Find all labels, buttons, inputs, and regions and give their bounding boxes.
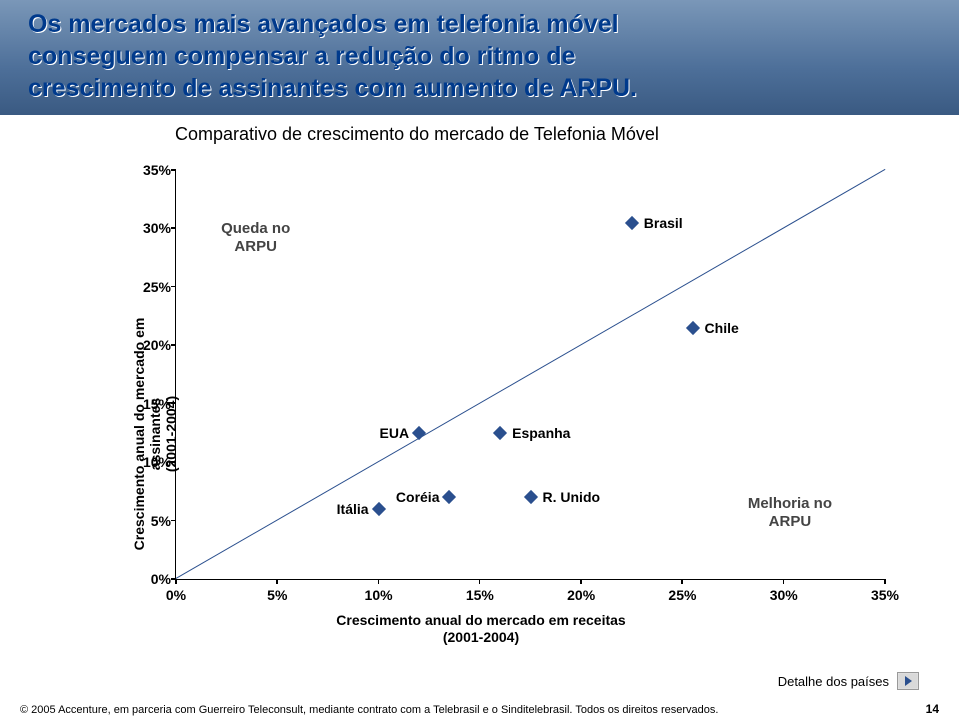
data-point-label: Espanha — [512, 425, 570, 441]
data-point — [685, 321, 699, 335]
detail-play-button[interactable] — [897, 672, 919, 690]
data-point-label: EUA — [380, 425, 410, 441]
x-tick: 0% — [166, 587, 186, 603]
y-tick-mark — [171, 169, 176, 171]
data-point — [371, 502, 385, 516]
y-tick-mark — [171, 344, 176, 346]
x-tick-mark — [580, 579, 582, 584]
page-number: 14 — [926, 702, 939, 716]
detail-label: Detalhe dos países — [778, 674, 889, 689]
data-point — [625, 216, 639, 230]
y-tick-mark — [171, 461, 176, 463]
y-axis-label: Crescimento anual do mercado em assinant… — [131, 284, 179, 584]
data-point-label: Coréia — [396, 489, 440, 505]
title-line-2: conseguem compensar a redução do ritmo d… — [28, 40, 919, 72]
plot-area: 0%5%10%15%20%25%30%35%0%5%10%15%20%25%30… — [175, 170, 885, 580]
y-tick-mark — [171, 520, 176, 522]
x-tick: 35% — [871, 587, 899, 603]
y-tick: 0% — [126, 571, 171, 587]
chart-subtitle: Comparativo de crescimento do mercado de… — [175, 124, 659, 145]
x-axis-label: Crescimento anual do mercado em receitas… — [65, 612, 897, 646]
data-point — [442, 490, 456, 504]
data-point — [412, 426, 426, 440]
y-tick: 15% — [126, 396, 171, 412]
title-line-3: crescimento de assinantes com aumento de… — [28, 72, 919, 104]
y-tick: 30% — [126, 220, 171, 236]
y-tick-mark — [171, 286, 176, 288]
x-tick: 25% — [668, 587, 696, 603]
x-tick: 15% — [466, 587, 494, 603]
play-icon — [905, 676, 912, 686]
footer-copyright: © 2005 Accenture, em parceria com Guerre… — [20, 704, 718, 716]
title-line-1: Os mercados mais avançados em telefonia … — [28, 8, 919, 40]
region-label-above: Queda noARPU — [221, 220, 290, 256]
data-point — [493, 426, 507, 440]
y-tick: 35% — [126, 162, 171, 178]
y-tick-mark — [171, 403, 176, 405]
x-tick-mark — [175, 579, 177, 584]
y-tick: 25% — [126, 279, 171, 295]
detail-link-row: Detalhe dos países — [778, 672, 919, 690]
y-tick: 10% — [126, 454, 171, 470]
data-point-label: Brasil — [644, 215, 683, 231]
y-tick-mark — [171, 227, 176, 229]
x-tick: 30% — [770, 587, 798, 603]
y-tick: 20% — [126, 337, 171, 353]
x-tick: 10% — [365, 587, 393, 603]
x-tick-mark — [276, 579, 278, 584]
data-point-label: Itália — [337, 501, 369, 517]
x-tick: 5% — [267, 587, 287, 603]
data-point — [523, 490, 537, 504]
chart-container: Crescimento anual do mercado em assinant… — [65, 160, 897, 640]
region-label-below: Melhoria noARPU — [748, 495, 832, 531]
x-tick-mark — [479, 579, 481, 584]
page-title: Os mercados mais avançados em telefonia … — [28, 8, 919, 104]
y-tick: 5% — [126, 513, 171, 529]
x-tick-mark — [884, 579, 886, 584]
data-point-label: Chile — [705, 320, 739, 336]
x-tick-mark — [378, 579, 380, 584]
data-point-label: R. Unido — [543, 489, 601, 505]
x-tick: 20% — [567, 587, 595, 603]
x-tick-mark — [681, 579, 683, 584]
x-tick-mark — [783, 579, 785, 584]
